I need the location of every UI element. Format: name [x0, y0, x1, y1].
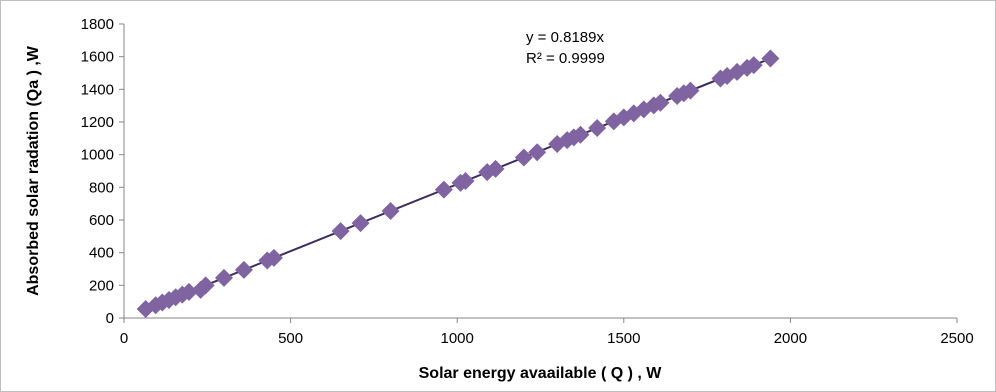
x-tick-label: 1500 — [607, 330, 640, 347]
x-tick-label: 2000 — [774, 330, 807, 347]
x-tick-label: 0 — [120, 330, 128, 347]
data-point — [514, 148, 533, 167]
y-tick-label: 0 — [106, 310, 114, 327]
data-point — [179, 282, 198, 301]
y-tick-label: 1200 — [81, 114, 114, 131]
data-point — [351, 214, 370, 233]
axes: 0 200 400 600 800 1000 1200 1400 1600 1800 0 500 100… — [81, 16, 974, 347]
data-point — [264, 248, 283, 267]
r-squared-label: R² = 0.9999 — [526, 50, 605, 67]
y-tick-label: 1800 — [81, 16, 114, 33]
data-point — [744, 56, 763, 75]
y-tick-label: 200 — [89, 277, 114, 294]
data-point — [381, 202, 400, 221]
y-tick-label: 1400 — [81, 81, 114, 98]
data-point — [528, 143, 547, 162]
y-tick-label: 400 — [89, 245, 114, 262]
y-tick-label: 800 — [89, 179, 114, 196]
data-point — [761, 49, 780, 68]
data-point — [456, 171, 475, 190]
x-tick-label: 500 — [278, 330, 303, 347]
data-point — [681, 81, 700, 100]
y-tick-label: 600 — [89, 212, 114, 229]
data-point — [234, 260, 253, 279]
y-axis-title: Absorbed solar radation (Qa ) ,W — [25, 45, 42, 296]
data-point — [258, 251, 277, 270]
data-point — [434, 180, 453, 199]
data-points — [136, 49, 780, 319]
data-point — [651, 93, 670, 112]
trendline-equation: y = 0.8189x — [526, 29, 604, 46]
data-point — [588, 119, 607, 138]
y-tick-label: 1000 — [81, 147, 114, 164]
data-point — [214, 268, 233, 287]
data-point — [196, 276, 215, 295]
data-point — [486, 159, 505, 178]
data-point — [331, 222, 350, 241]
x-tick-label: 1000 — [441, 330, 474, 347]
data-point — [571, 125, 590, 144]
x-tick-label: 2500 — [940, 330, 973, 347]
x-axis-title: Solar energy avaailable ( Q ) , W — [419, 365, 663, 382]
y-tick-label: 1600 — [81, 49, 114, 66]
